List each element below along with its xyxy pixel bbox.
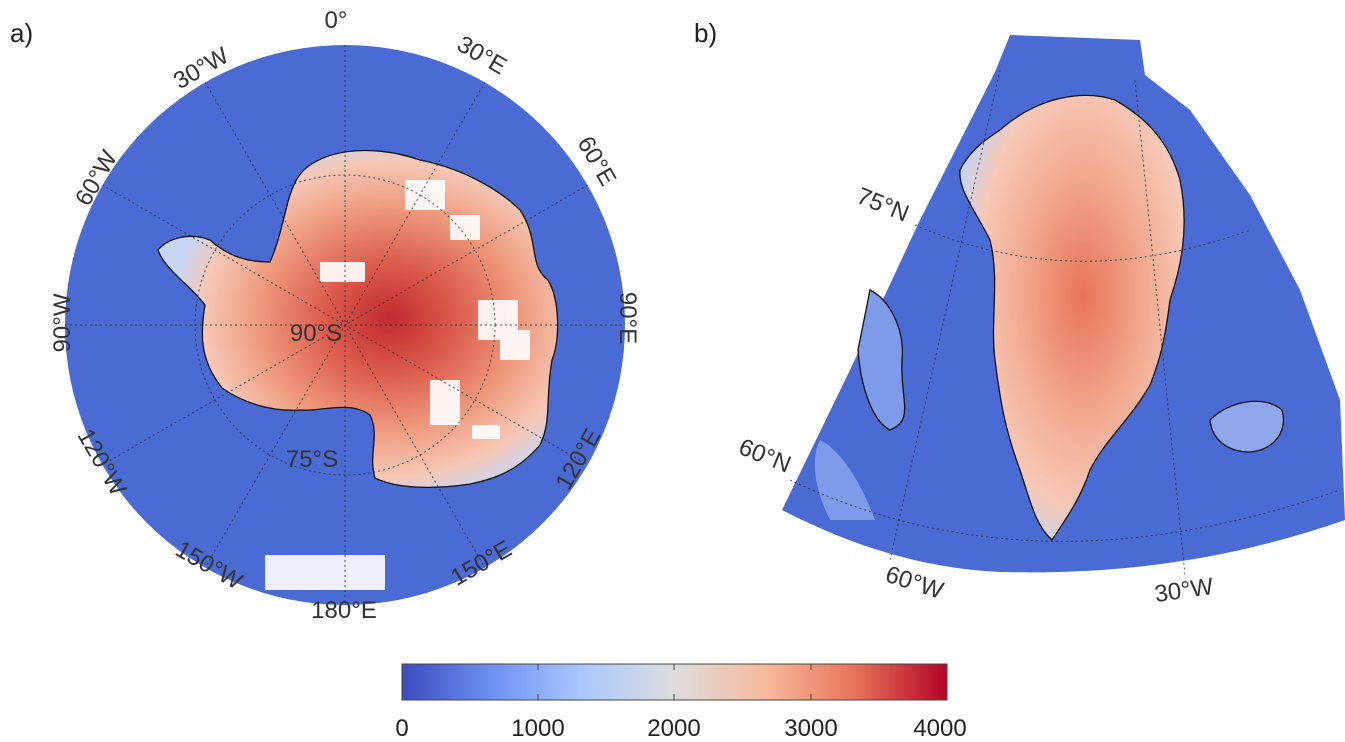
panel-a-label: a) xyxy=(10,18,33,48)
lat-label-60n: 60°N xyxy=(735,433,795,478)
greenland-coastline xyxy=(959,94,1185,541)
lat-label-90s: 90°S xyxy=(290,320,342,347)
lon-label-60w-b: 60°W xyxy=(882,561,947,605)
colorbar-tick-3000: 3000 xyxy=(784,715,837,742)
greenland-ice-sheet xyxy=(959,95,1185,541)
colorbar-tick-0: 0 xyxy=(395,715,408,742)
lon-label-90e: 90°E xyxy=(614,292,641,344)
lat-label-75n: 75°N xyxy=(853,182,913,227)
graticule-b xyxy=(789,69,1341,576)
lon-label-0: 0° xyxy=(325,7,348,34)
lon-label-90w: 90°W xyxy=(49,293,76,352)
colorbar-tick-4000: 4000 xyxy=(913,715,966,742)
colorbar-tick-2000: 2000 xyxy=(647,715,700,742)
colorbar: 0 1000 2000 3000 4000 xyxy=(395,663,967,742)
colorbar-tick-1000: 1000 xyxy=(511,715,564,742)
baffin-island xyxy=(858,290,905,430)
panel-a: a) xyxy=(10,7,641,624)
graticule-a xyxy=(65,45,625,605)
panel-b: b) 75°N 60°N 60°W 30°W xyxy=(694,18,1345,608)
missing-data-patches xyxy=(265,180,530,590)
labrador-land xyxy=(814,440,875,520)
lat-label-75s: 75°S xyxy=(286,446,338,473)
iceland xyxy=(1210,401,1284,452)
baffin-coastline xyxy=(857,289,906,431)
panel-b-label: b) xyxy=(694,18,717,48)
iceland-coastline xyxy=(1209,400,1284,453)
lon-label-30w-b: 30°W xyxy=(1153,573,1215,608)
lon-label-180e: 180°E xyxy=(311,597,377,624)
colorbar-tick-marks xyxy=(537,664,812,700)
antarctica-coastline xyxy=(157,149,559,489)
